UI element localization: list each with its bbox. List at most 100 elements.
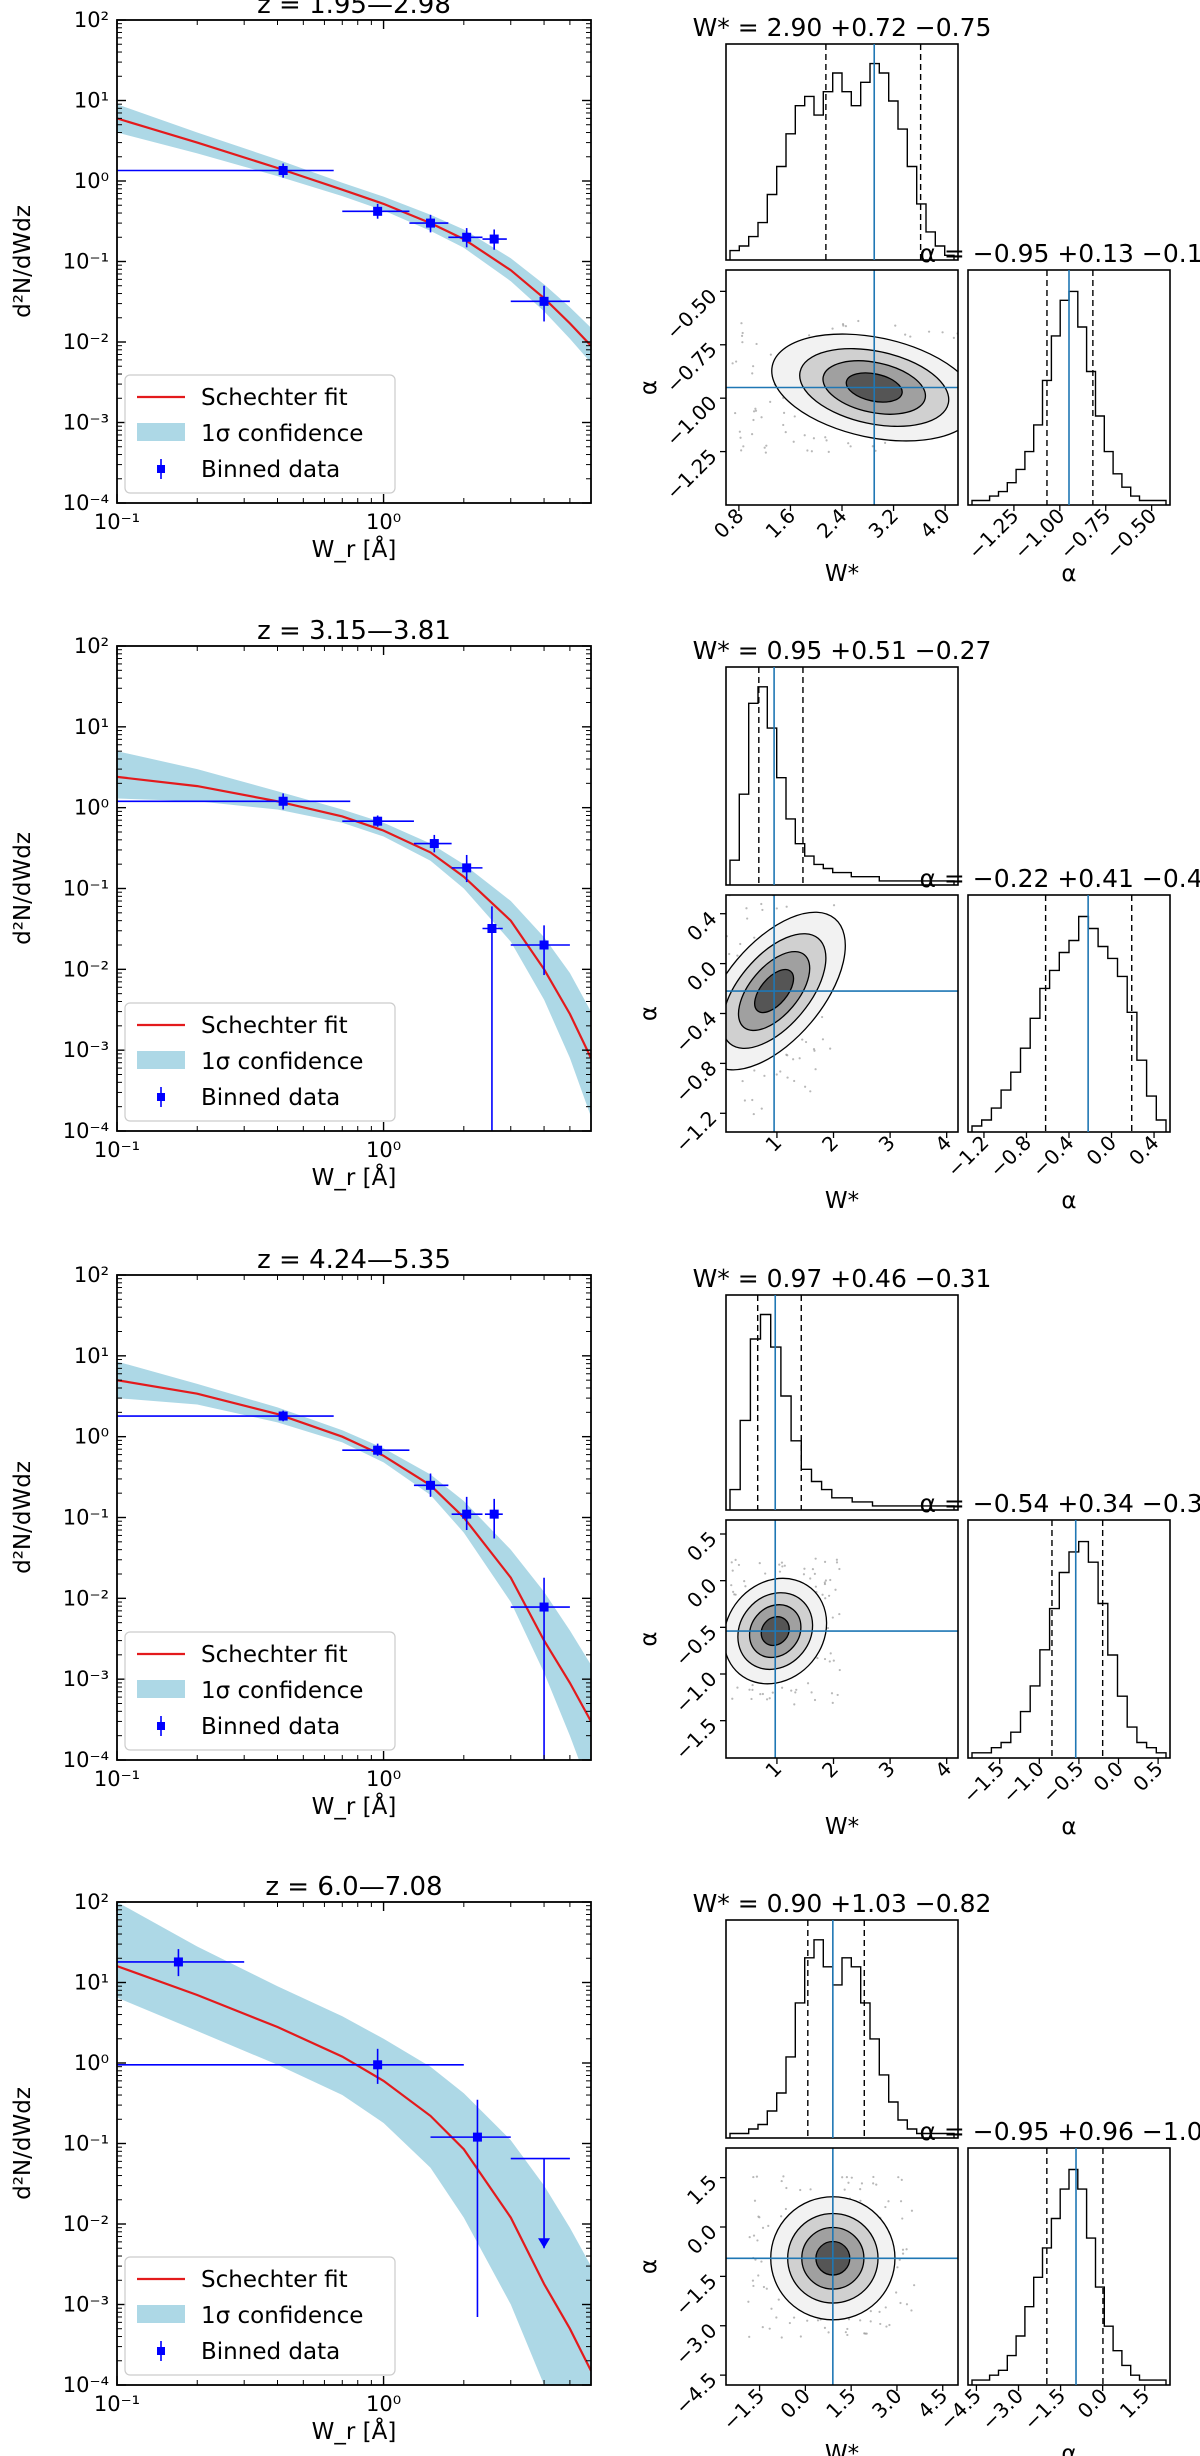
wstar-tick-label: 1.6 (761, 504, 800, 543)
corner-plot-4: W* = 0.90 +1.03 −0.82 α = −0.95 +0.96 −1.… (636, 1889, 1200, 2456)
alpha-hist-tick-label: 0.5 (1128, 1757, 1167, 1796)
alpha-tick-label: −1.5 (670, 2269, 721, 2320)
data-point (342, 203, 410, 219)
joint-density (725, 269, 959, 506)
alpha-title: α = −0.54 +0.34 −0.30 (919, 1489, 1200, 1518)
wstar-hist-line (729, 1313, 955, 1510)
alpha-hist-tick-label: −1.0 (998, 1757, 1049, 1808)
y-tick-label: 10⁻⁴ (63, 2373, 109, 2397)
wstar-title: W* = 0.97 +0.46 −0.31 (693, 1264, 992, 1293)
data-point (117, 1410, 334, 1422)
alpha-tick-label: −1.25 (661, 444, 721, 504)
alpha-tick-label: −3.0 (670, 2318, 721, 2369)
alpha-axis-label: α (1061, 1188, 1076, 1214)
legend-label: Binned data (201, 2339, 340, 2365)
data-point (117, 1949, 245, 1977)
y-tick-label: 10² (74, 1263, 109, 1287)
schechter-panel-4: 10⁻⁴ 10⁻³ 10⁻² 10⁻¹ 10⁰ 10¹ 10² 10⁻¹ 10⁰ z = 6.0—… (10, 1872, 592, 2445)
legend-label: Binned data (201, 457, 340, 483)
panel-title: z = 3.15—3.81 (257, 616, 451, 646)
legend-data-swatch (157, 2347, 165, 2355)
legend-band-swatch (137, 1680, 185, 1698)
data-point (510, 1577, 570, 1760)
alpha-hist-tick-label: 0.4 (1124, 1131, 1163, 1170)
data-point (482, 229, 507, 250)
y-tick-label: 10² (74, 1890, 109, 1914)
data-point (451, 854, 483, 883)
alpha-hist-line (971, 2168, 1167, 2385)
wstar-tick-label: 2 (817, 1131, 843, 1157)
joint-density (725, 1519, 959, 1759)
y-tick-label: 10⁻⁴ (63, 491, 109, 515)
wstar-tick-label: −1.5 (718, 2384, 769, 2435)
y-tick-label: 10¹ (74, 89, 109, 113)
y-tick-label: 10⁻² (63, 957, 109, 981)
schechter-panel-1: 10⁻⁴ 10⁻³ 10⁻² 10⁻¹ 10⁰ 10¹ 10² 10⁻¹ 10⁰ z = 1.95… (10, 0, 592, 563)
alpha-tick-label: −0.50 (661, 284, 721, 344)
legend: Schechter fit 1σ confidence Binned data (124, 1002, 396, 1122)
alpha-tick-label: −1.00 (661, 391, 721, 451)
alpha-axis-label: α (1061, 561, 1076, 587)
x-axis-label: W_r [Å] (312, 1792, 397, 1820)
x-tick-label: 10⁻¹ (94, 2392, 140, 2416)
alpha-tick-label: 0.0 (682, 1573, 721, 1612)
alpha-title: α = −0.22 +0.41 −0.40 (919, 864, 1200, 893)
wstar-tick-label: 1 (760, 1757, 786, 1783)
corner-plot-2: W* = 0.95 +0.51 −0.27 α = −0.22 +0.41 −0.… (636, 636, 1200, 1214)
y-axis-label: d²N/dWdz (10, 205, 36, 318)
legend-label: Schechter fit (201, 1013, 348, 1039)
alpha-title: α = −0.95 +0.96 −1.04 (919, 2117, 1200, 2146)
y-tick-label: 10¹ (74, 715, 109, 739)
x-tick-label: 10⁰ (366, 1138, 401, 1162)
legend-label: 1σ confidence (201, 1049, 363, 1075)
confidence-band (117, 104, 591, 363)
wstar-tick-label: 4 (930, 1131, 956, 1157)
y-tick-label: 10⁻¹ (63, 250, 109, 274)
alpha-tick-label: −0.75 (661, 337, 721, 397)
wstar-title: W* = 0.90 +1.03 −0.82 (693, 1889, 992, 1918)
wstar-histogram (725, 1919, 959, 2139)
alpha-title: α = −0.95 +0.13 −0.12 (919, 239, 1200, 268)
wstar-axis-label: W* (825, 2441, 859, 2456)
wstar-tick-label: 0.0 (775, 2384, 814, 2423)
alpha-hist-tick-label: −1.5 (1019, 2384, 1070, 2435)
data-point (451, 1496, 483, 1531)
wstar-tick-label: 2.4 (812, 504, 851, 543)
alpha-axis-label: α (1061, 1814, 1076, 1840)
alpha-hist-tick-label: 0.0 (1073, 2384, 1112, 2423)
panel-title: z = 1.95—2.98 (257, 0, 451, 20)
legend-band-swatch (137, 2305, 185, 2323)
x-tick-label: 10⁻¹ (94, 1767, 140, 1791)
y-tick-label: 10⁻³ (63, 1038, 109, 1062)
legend-data-swatch (157, 465, 165, 473)
data-point (117, 2048, 464, 2084)
wstar-tick-label: 3.2 (864, 504, 903, 543)
y-tick-label: 10⁰ (74, 1425, 109, 1449)
data-point (409, 214, 449, 233)
wstar-hist-line (729, 62, 955, 260)
alpha-tick-label: 0.0 (682, 2220, 721, 2259)
alpha-y-axis-label: α (636, 2259, 662, 2274)
confidence-band (117, 751, 591, 1117)
legend-label: Schechter fit (201, 385, 348, 411)
schechter-fit-line (117, 775, 591, 1059)
y-tick-label: 10⁰ (74, 169, 109, 193)
wstar-tick-label: 1 (760, 1131, 786, 1157)
wstar-axis-label: W* (825, 561, 859, 587)
alpha-tick-label: 0.0 (682, 956, 721, 995)
alpha-hist-tick-label: −0.50 (1101, 504, 1161, 564)
data-point (117, 793, 351, 810)
alpha-tick-label: −1.2 (670, 1106, 721, 1157)
data-point (482, 906, 503, 1131)
legend-label: 1σ confidence (201, 2303, 363, 2329)
x-tick-label: 10⁰ (366, 2392, 401, 2416)
x-tick-label: 10⁰ (366, 1767, 401, 1791)
legend-data-swatch (157, 1722, 165, 1730)
panel-title: z = 4.24—5.35 (257, 1245, 451, 1275)
alpha-hist-line (971, 915, 1167, 1132)
wstar-tick-label: 4.0 (915, 504, 954, 543)
data-point (413, 834, 452, 853)
x-tick-label: 10⁰ (366, 510, 401, 534)
data-point (510, 925, 570, 976)
schechter-fit-line (117, 117, 591, 347)
